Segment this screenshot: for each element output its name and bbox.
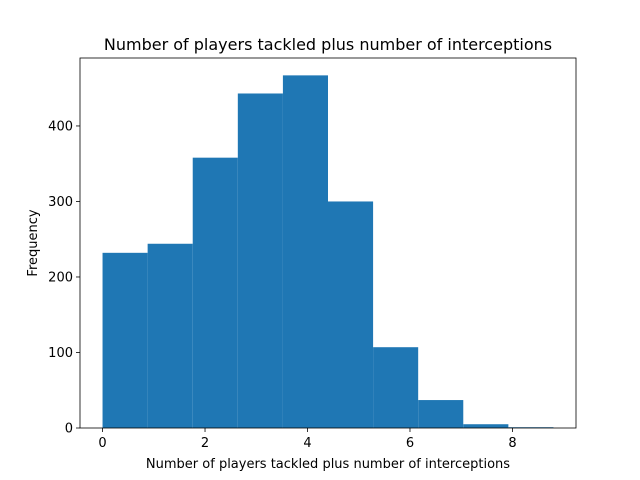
histogram-bar	[102, 252, 148, 428]
histogram-bar	[147, 243, 193, 428]
x-tick-label: 4	[303, 436, 311, 451]
plot-frame	[79, 57, 577, 429]
y-tick-label: 0	[65, 422, 73, 437]
y-tick-label: 200	[48, 270, 73, 285]
x-tick-label: 0	[98, 436, 106, 451]
y-tick-label: 400	[48, 119, 73, 134]
y-axis-label: Frequency	[26, 209, 41, 276]
histogram-bar	[237, 93, 283, 428]
x-axis-label: Number of players tackled plus number of…	[146, 457, 510, 472]
histogram-bar	[282, 75, 328, 429]
chart-title: Number of players tackled plus number of…	[104, 35, 552, 54]
histogram-bar	[418, 400, 464, 428]
y-tick-label: 100	[48, 346, 73, 361]
histogram-bar	[463, 424, 509, 428]
x-tick-label: 2	[201, 436, 209, 451]
x-tick-label: 8	[508, 436, 516, 451]
x-axis-ticks: 0 2 4 6 8	[98, 428, 517, 451]
histogram-bar	[328, 201, 374, 428]
x-tick-label: 6	[406, 436, 414, 451]
y-axis-ticks: 0 100 200 300 400	[48, 119, 80, 437]
histogram-bar	[373, 347, 419, 428]
y-tick-label: 300	[48, 195, 73, 210]
histogram-bar	[192, 157, 238, 428]
histogram-bars	[102, 75, 554, 429]
